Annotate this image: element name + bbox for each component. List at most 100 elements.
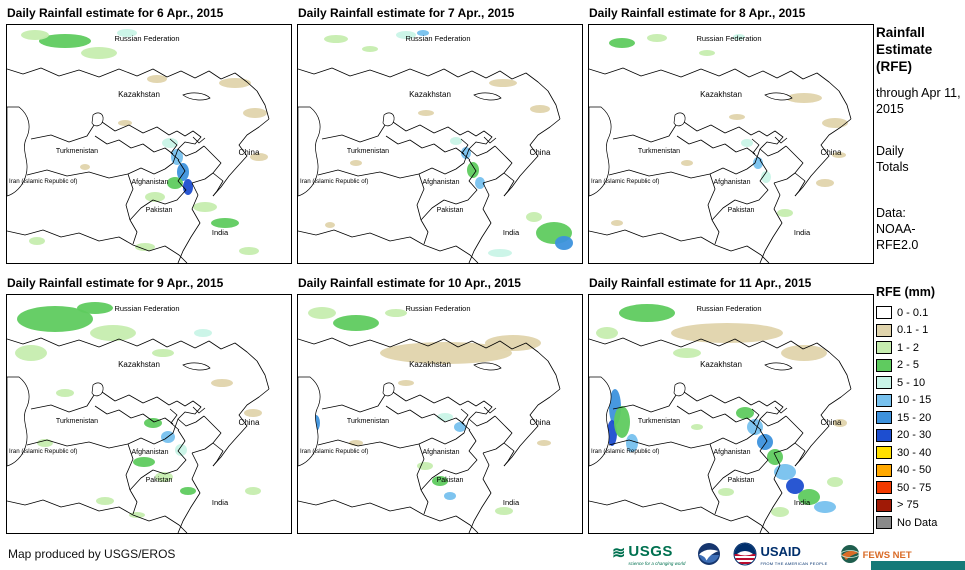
panel-title: Daily Rainfall estimate for 10 Apr., 201… — [298, 276, 521, 290]
legend-swatch — [876, 376, 892, 390]
legend-item: 20 - 30 — [876, 427, 962, 445]
footer: Map produced by USGS/EROS ≋ USGS science… — [0, 538, 965, 570]
country-label: Russian Federation — [696, 34, 761, 43]
country-label: Pakistan — [728, 477, 755, 484]
rainfall-map-apr-8: Russian Federation Kazakhstan Turkmenistan… — [588, 24, 874, 264]
country-label: Pakistan — [146, 477, 173, 484]
country-label: Kazakhstan — [700, 90, 742, 99]
country-label: Iran (Islamic Republic of) — [300, 178, 368, 185]
legend-label: 20 - 30 — [897, 429, 932, 442]
country-label: Pakistan — [437, 207, 464, 214]
map-panel: Daily Rainfall estimate for 9 Apr., 2015… — [6, 276, 292, 534]
country-label: Kazakhstan — [409, 360, 451, 369]
country-label: Turkmenistan — [347, 418, 389, 425]
legend-label: 50 - 75 — [897, 481, 932, 494]
map-panel: Daily Rainfall estimate for 8 Apr., 2015… — [588, 6, 874, 264]
country-label: Iran (Islamic Republic of) — [591, 178, 659, 185]
legend-swatch — [876, 481, 892, 495]
legend-label: 15 - 20 — [897, 411, 932, 424]
country-label: Kazakhstan — [118, 90, 160, 99]
usgs-logo: ≋ USGS science for a changing world — [612, 543, 685, 566]
map-panel: Daily Rainfall estimate for 6 Apr., 2015… — [6, 6, 292, 264]
legend-swatch — [876, 516, 892, 530]
country-label: India — [503, 498, 520, 507]
country-label: China — [239, 418, 260, 427]
legend-label: No Data — [897, 516, 938, 529]
legend-item: 0 - 0.1 — [876, 304, 962, 322]
country-label: Russian Federation — [114, 34, 179, 43]
country-label: China — [239, 148, 260, 157]
legend-item: 0.1 - 1 — [876, 322, 962, 340]
country-label: China — [530, 148, 551, 157]
usgs-wave-icon: ≋ — [612, 545, 626, 562]
country-label: Russian Federation — [696, 304, 761, 313]
legend-item: No Data — [876, 514, 962, 532]
country-label: Turkmenistan — [638, 418, 680, 425]
country-label: India — [212, 228, 229, 237]
sidebar-daily-totals: Daily Totals — [876, 144, 909, 174]
panel-title: Daily Rainfall estimate for 6 Apr., 2015 — [7, 6, 224, 20]
rainfall-map-apr-7: Russian Federation Kazakhstan Turkmenistan… — [297, 24, 583, 264]
country-label: India — [794, 498, 811, 507]
country-label: Kazakhstan — [700, 360, 742, 369]
legend-title: RFE (mm) — [876, 285, 936, 299]
legend-swatch — [876, 411, 892, 425]
legend-item: 1 - 2 — [876, 339, 962, 357]
agency-logos: ≋ USGS science for a changing world — [612, 540, 912, 568]
legend-label: 0.1 - 1 — [897, 324, 929, 337]
legend: RFE (mm) 0 - 0.1 0.1 - 1 1 - 2 2 - 5 5 - 10 1… — [876, 285, 962, 532]
country-label: Iran (Islamic Republic of) — [9, 448, 77, 455]
sidebar-title: Rainfall Estimate (RFE) — [876, 25, 933, 74]
country-label: Pakistan — [146, 207, 173, 214]
legend-label: > 75 — [897, 499, 919, 512]
usaid-seal-icon — [733, 542, 757, 566]
country-label: Turkmenistan — [347, 148, 389, 155]
country-label: India — [794, 228, 811, 237]
country-label: Iran (Islamic Republic of) — [591, 448, 659, 455]
legend-label: 1 - 2 — [897, 341, 920, 354]
legend-item: > 75 — [876, 497, 962, 515]
legend-swatch — [876, 498, 892, 512]
usgs-wordmark: USGS — [628, 542, 673, 560]
country-label: India — [503, 228, 520, 237]
country-label: Turkmenistan — [56, 148, 98, 155]
country-label: India — [212, 498, 229, 507]
legend-label: 40 - 50 — [897, 464, 932, 477]
legend-swatch — [876, 446, 892, 460]
country-label: Pakistan — [728, 207, 755, 214]
noaa-logo — [697, 542, 721, 566]
legend-swatch — [876, 463, 892, 477]
usgs-tagline: science for a changing world — [628, 560, 686, 566]
country-label: Iran (Islamic Republic of) — [300, 448, 368, 455]
country-label: Russian Federation — [405, 34, 470, 43]
country-label: Afghanistan — [132, 449, 169, 456]
country-label: Afghanistan — [714, 179, 751, 186]
rainfall-map-apr-10: Russian Federation Kazakhstan Turkmenistan… — [297, 294, 583, 534]
country-label: Turkmenistan — [56, 418, 98, 425]
fewsnet-wordmark: FEWS NET — [862, 550, 912, 561]
country-label: Kazakhstan — [409, 90, 451, 99]
noaa-seal-icon — [698, 543, 721, 565]
fewsnet-globe-icon — [840, 545, 859, 563]
country-label: Russian Federation — [405, 304, 470, 313]
legend-swatch — [876, 393, 892, 407]
map-credit: Map produced by USGS/EROS — [8, 547, 176, 561]
legend-item: 5 - 10 — [876, 374, 962, 392]
usaid-wordmark: USAID — [760, 543, 801, 559]
sidebar-data-source: Data: NOAA-RFE2.0 — [876, 206, 919, 252]
rainfall-map-apr-6: Russian Federation Kazakhstan Turkmenistan… — [6, 24, 292, 264]
legend-swatch — [876, 341, 892, 355]
sidebar: Rainfall Estimate (RFE) through Apr 11, … — [876, 24, 962, 532]
legend-label: 5 - 10 — [897, 376, 926, 389]
country-label: Iran (Islamic Republic of) — [9, 178, 77, 185]
country-label: Kazakhstan — [118, 360, 160, 369]
legend-swatch — [876, 323, 892, 337]
legend-label: 30 - 40 — [897, 446, 932, 459]
country-label: Russian Federation — [114, 304, 179, 313]
country-label: Afghanistan — [714, 449, 751, 456]
usaid-tagline: FROM THE AMERICAN PEOPLE — [760, 560, 828, 566]
country-label: China — [530, 418, 551, 427]
fewsnet-logo: FEWS NET — [840, 544, 912, 564]
country-label: Afghanistan — [423, 179, 460, 186]
rainfall-map-apr-11: Russian Federation Kazakhstan Turkmenistan… — [588, 294, 874, 534]
